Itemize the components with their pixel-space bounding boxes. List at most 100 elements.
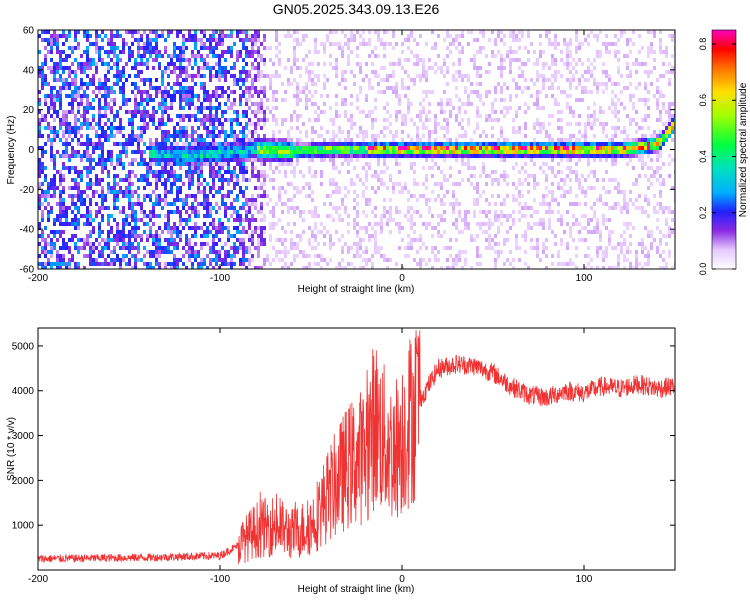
heatmap-cell <box>335 58 338 62</box>
heatmap-cell <box>185 58 188 62</box>
heatmap-cell <box>194 158 197 162</box>
heatmap-cell <box>530 174 533 178</box>
heatmap-cell <box>542 162 545 166</box>
heatmap-cell <box>593 150 596 154</box>
heatmap-cell <box>188 158 191 162</box>
heatmap-cell <box>410 34 413 38</box>
heatmap-cell <box>251 214 254 218</box>
heatmap-cell <box>227 206 230 210</box>
heatmap-cell <box>137 138 140 142</box>
heatmap-cell <box>455 150 458 154</box>
heatmap-cell <box>50 114 53 118</box>
heatmap-cell <box>383 162 386 166</box>
heatmap-cell <box>356 98 359 102</box>
heatmap-cell <box>422 142 425 146</box>
heatmap-cell <box>548 142 551 146</box>
heatmap-cell <box>65 38 68 42</box>
heatmap-cell <box>107 42 110 46</box>
heatmap-cell <box>101 230 104 234</box>
heatmap-cell <box>476 94 479 98</box>
heatmap-cell <box>53 166 56 170</box>
heatmap-cell <box>131 254 134 258</box>
heatmap-cell <box>224 214 227 218</box>
heatmap-cell <box>230 46 233 50</box>
heatmap-cell <box>191 74 194 78</box>
heatmap-cell <box>137 46 140 50</box>
heatmap-cell <box>407 142 410 146</box>
heatmap-cell <box>452 194 455 198</box>
heatmap-cell <box>395 114 398 118</box>
heatmap-cell <box>437 222 440 226</box>
heatmap-cell <box>221 154 224 158</box>
heatmap-cell <box>38 146 41 150</box>
heatmap-cell <box>533 154 536 158</box>
heatmap-cell <box>410 226 413 230</box>
heatmap-cell <box>239 30 242 34</box>
heatmap-cell <box>41 62 44 66</box>
heatmap-cell <box>437 150 440 154</box>
heatmap-cell <box>245 46 248 50</box>
heatmap-cell <box>509 70 512 74</box>
heatmap-cell <box>188 102 191 106</box>
heatmap-cell <box>239 186 242 190</box>
heatmap-cell <box>260 150 263 154</box>
heatmap-cell <box>41 118 44 122</box>
heatmap-cell <box>446 70 449 74</box>
heatmap-cell <box>569 226 572 230</box>
heatmap-cell <box>389 174 392 178</box>
heatmap-cell <box>410 238 413 242</box>
heatmap-cell <box>413 162 416 166</box>
heatmap-cell <box>263 150 266 154</box>
heatmap-cell <box>119 126 122 130</box>
heatmap-cell <box>182 94 185 98</box>
heatmap-cell <box>443 134 446 138</box>
heatmap-cell <box>287 222 290 226</box>
heatmap-cell <box>47 210 50 214</box>
heatmap-cell <box>248 142 251 146</box>
heatmap-cell <box>548 122 551 126</box>
heatmap-cell <box>422 98 425 102</box>
heatmap-cell <box>152 154 155 158</box>
heatmap-cell <box>44 226 47 230</box>
heatmap-cell <box>221 94 224 98</box>
heatmap-cell <box>95 86 98 90</box>
heatmap-cell <box>71 238 74 242</box>
heatmap-cell <box>212 266 215 269</box>
heatmap-cell <box>179 158 182 162</box>
heatmap-cell <box>467 226 470 230</box>
heatmap-cell <box>128 162 131 166</box>
heatmap-cell <box>230 262 233 266</box>
heatmap-cell <box>170 242 173 246</box>
heatmap-cell <box>584 238 587 242</box>
heatmap-cell <box>200 258 203 262</box>
heatmap-cell <box>218 66 221 70</box>
heatmap-cell <box>431 250 434 254</box>
heatmap-cell <box>224 138 227 142</box>
heatmap-cell <box>263 154 266 158</box>
heatmap-cell <box>185 102 188 106</box>
heatmap-cell <box>74 94 77 98</box>
heatmap-cell <box>218 74 221 78</box>
heatmap-cell <box>584 226 587 230</box>
heatmap-cell <box>593 58 596 62</box>
heatmap-cell <box>125 150 128 154</box>
heatmap-cell <box>365 174 368 178</box>
heatmap-cell <box>212 114 215 118</box>
heatmap-cell <box>200 66 203 70</box>
heatmap-cell <box>263 262 266 266</box>
heatmap-cell <box>212 242 215 246</box>
heatmap-cell <box>206 198 209 202</box>
heatmap-cell <box>116 230 119 234</box>
heatmap-cell <box>173 222 176 226</box>
heatmap-cell <box>185 266 188 269</box>
heatmap-cell <box>209 246 212 250</box>
heatmap-cell <box>77 138 80 142</box>
heatmap-cell <box>137 126 140 130</box>
heatmap-cell <box>281 266 284 269</box>
heatmap-cell <box>209 190 212 194</box>
heatmap-cell <box>212 206 215 210</box>
heatmap-cell <box>578 202 581 206</box>
heatmap-cell <box>401 154 404 158</box>
heatmap-cell <box>119 234 122 238</box>
